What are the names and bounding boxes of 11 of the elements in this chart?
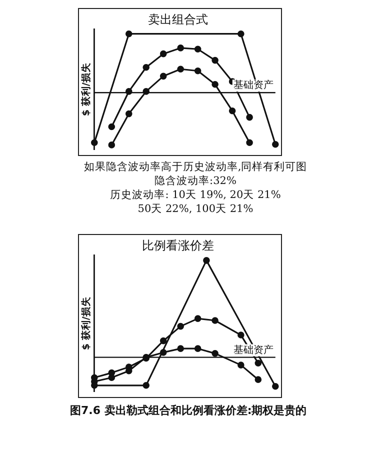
text: 如果隐含波动率高于历史波动率,同样有利可图: [82, 160, 308, 174]
y-axis-title: $ 获利/损失: [80, 296, 92, 350]
text: 历史波动率: 10天 19%, 20天 21%: [109, 188, 282, 202]
text: 50天 22%, 100天 21%: [136, 202, 254, 216]
ref-line-label: 基础资产: [233, 344, 274, 356]
ref-line-label: 基础资产: [233, 79, 274, 92]
chart-title: 卖出组合式: [148, 12, 208, 26]
y-axis-title: $ 获利/损失: [80, 62, 92, 116]
chart-title: 比例看涨价差: [142, 238, 214, 252]
text: 隐含波动率:32%: [154, 174, 238, 188]
caption: 图7.6 卖出勒式组合和比例看涨价差:期权是贵的: [69, 404, 308, 418]
